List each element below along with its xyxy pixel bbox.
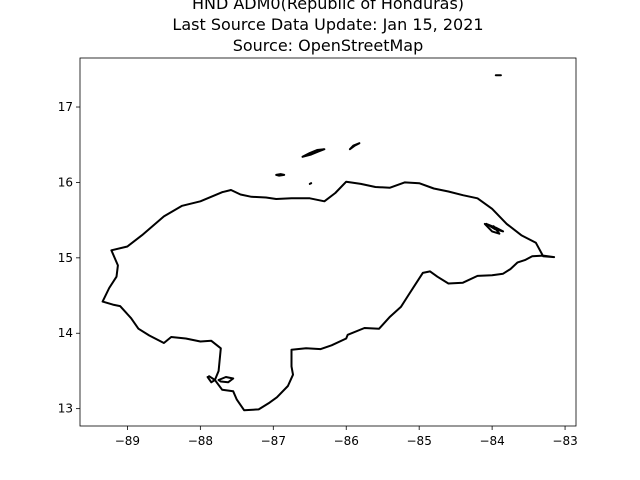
x-axis: −89 −88 −87 −86 −85 −84 −83 bbox=[115, 426, 578, 448]
y-axis: 13 14 15 16 17 bbox=[58, 100, 80, 416]
x-tick-label: −87 bbox=[261, 434, 286, 448]
x-tick-label: −88 bbox=[188, 434, 213, 448]
y-tick-label: 14 bbox=[58, 326, 73, 340]
map-title-line-2: Last Source Data Update: Jan 15, 2021 bbox=[172, 15, 483, 34]
mainland-outline bbox=[101, 180, 556, 412]
x-tick-label: −85 bbox=[407, 434, 432, 448]
country-shapes bbox=[101, 74, 556, 412]
x-tick-label: −83 bbox=[552, 434, 577, 448]
x-tick-label: −89 bbox=[115, 434, 140, 448]
y-tick-label: 13 bbox=[58, 402, 73, 416]
island-outline bbox=[275, 173, 286, 177]
x-tick-label: −86 bbox=[334, 434, 359, 448]
y-tick-label: 15 bbox=[58, 251, 73, 265]
island-outline bbox=[348, 142, 361, 151]
island-outline bbox=[217, 376, 235, 384]
y-tick-label: 17 bbox=[58, 100, 73, 114]
island-outline bbox=[308, 182, 313, 185]
map-title-line-1: HND ADM0(Republic of Honduras) bbox=[192, 0, 464, 13]
x-tick-label: −84 bbox=[479, 434, 504, 448]
map-axes-frame bbox=[79, 57, 577, 427]
island-outline bbox=[206, 375, 216, 384]
island-outline bbox=[301, 148, 326, 158]
map-title-line-3: Source: OpenStreetMap bbox=[233, 36, 424, 55]
island-outline bbox=[483, 222, 501, 235]
y-tick-label: 16 bbox=[58, 175, 73, 189]
